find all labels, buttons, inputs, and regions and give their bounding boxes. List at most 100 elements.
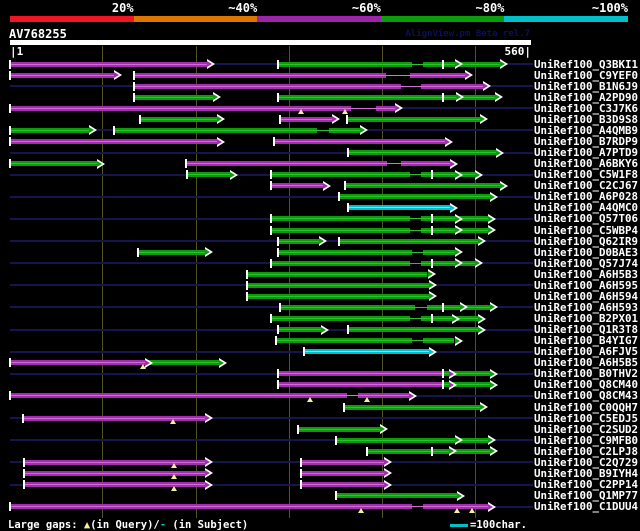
alignment-bar[interactable]	[273, 139, 446, 144]
segment-start-tick	[245, 291, 248, 301]
subject-label: UniRef100_C5EDJ5	[534, 411, 639, 425]
alignment-bar[interactable]	[24, 459, 205, 465]
alignment-bar[interactable]	[275, 338, 455, 344]
alignment-bar[interactable]	[10, 105, 395, 111]
alignment-bar[interactable]	[271, 183, 324, 189]
alignment-bar[interactable]	[278, 382, 449, 388]
alignment-bar[interactable]	[278, 238, 320, 244]
segment-arrowhead	[204, 470, 210, 477]
query-gap-marker	[307, 396, 314, 402]
alignment-bar[interactable]	[432, 448, 490, 454]
alignment-bar[interactable]	[278, 371, 449, 377]
row-backbone	[10, 240, 533, 242]
alignment-bar[interactable]	[339, 238, 478, 244]
alignment-bar[interactable]	[336, 437, 455, 443]
alignment-bar[interactable]	[246, 282, 430, 288]
segment-start-tick	[9, 358, 11, 368]
segment-start-tick	[302, 347, 305, 357]
axis-end-label: 560|	[504, 45, 532, 58]
alignment-bar[interactable]	[10, 127, 90, 133]
alignment-bar[interactable]	[271, 216, 455, 222]
alignment-bar[interactable]	[300, 470, 384, 476]
alignment-bar[interactable]	[343, 404, 480, 410]
alignment-bar[interactable]	[443, 94, 495, 100]
alignment-bar[interactable]	[186, 161, 450, 167]
alignment-bar[interactable]	[10, 161, 97, 167]
alignment-bar[interactable]	[271, 316, 452, 321]
alignment-bar[interactable]	[187, 172, 230, 178]
alignment-bar[interactable]	[24, 470, 205, 476]
alignment-bar[interactable]	[23, 415, 205, 421]
alignment-bar[interactable]	[280, 116, 332, 122]
alignment-bar[interactable]	[300, 482, 384, 487]
subject-label: UniRef100_A6H594	[534, 289, 639, 303]
alignment-bar[interactable]	[134, 72, 465, 78]
segment-arrowhead	[89, 127, 95, 134]
alignment-bar[interactable]	[336, 493, 458, 498]
alignment-bar[interactable]	[303, 349, 430, 355]
alignment-bar[interactable]	[10, 61, 207, 67]
segment-start-tick	[245, 280, 248, 290]
alignment-bar[interactable]	[139, 116, 217, 122]
alignment-bar[interactable]	[280, 304, 461, 310]
subject-label: UniRef100_A6FJV5	[534, 345, 639, 359]
alignment-bar[interactable]	[348, 205, 450, 211]
alignment-bar[interactable]	[134, 83, 483, 89]
alignment-bar[interactable]	[10, 72, 115, 78]
segment-arrowhead	[114, 72, 120, 79]
alignment-bar[interactable]	[278, 249, 455, 255]
alignment-bar[interactable]	[348, 327, 478, 333]
alignment-bar[interactable]	[278, 94, 456, 100]
alignment-bar[interactable]	[10, 360, 146, 366]
alignment-bar[interactable]	[443, 382, 490, 388]
alignment-bar[interactable]	[134, 94, 214, 100]
alignment-bar[interactable]	[348, 150, 496, 155]
alignment-bar[interactable]	[147, 360, 219, 366]
alignment-bar[interactable]	[10, 393, 409, 399]
query-gap-marker	[170, 419, 177, 425]
alignment-bar[interactable]	[367, 448, 449, 454]
alignment-bar[interactable]	[271, 172, 455, 178]
subject-label: UniRef100_B1N6J9	[534, 79, 639, 93]
alignment-bar[interactable]	[339, 194, 490, 200]
alignment-bar[interactable]	[278, 61, 455, 67]
alignment-bar[interactable]	[346, 116, 480, 122]
segment-arrowhead	[495, 149, 501, 156]
subject-label: UniRef100_B0THV2	[534, 367, 639, 381]
segment-arrowhead	[464, 72, 470, 79]
subject-label: UniRef100_A2PD90	[534, 90, 639, 104]
subject-label: UniRef100_A4QMB9	[534, 123, 639, 137]
alignment-bar[interactable]	[300, 459, 384, 465]
segment-start-tick	[133, 81, 135, 91]
alignment-bar[interactable]	[114, 127, 361, 133]
alignment-bar[interactable]	[246, 293, 430, 299]
alignment-bar[interactable]	[10, 139, 217, 144]
gridline	[288, 46, 290, 518]
alignment-bar[interactable]	[278, 327, 322, 333]
alignment-bar[interactable]	[271, 227, 455, 233]
alignment-bar[interactable]	[443, 437, 489, 443]
alignment-bar[interactable]	[271, 260, 455, 266]
segment-arrowhead	[488, 437, 494, 444]
alignment-bar[interactable]	[298, 426, 380, 432]
alignment-bar[interactable]	[432, 260, 476, 266]
alignment-bar[interactable]	[24, 482, 205, 487]
subject-label: UniRef100_A6H5B5	[534, 356, 639, 370]
alignment-bar[interactable]	[344, 183, 501, 189]
segment-arrowhead	[454, 171, 460, 178]
subject-label: UniRef100_B7RDP9	[534, 135, 639, 148]
alignment-bar[interactable]	[10, 504, 489, 510]
subject-label: UniRef100_C9YEF0	[534, 68, 639, 82]
legend-scale-bar	[450, 524, 468, 527]
alignment-bar[interactable]	[137, 249, 205, 255]
segment-arrowhead	[454, 61, 460, 67]
segment-arrowhead	[479, 404, 485, 410]
segment-arrowhead	[204, 415, 210, 422]
segment-arrowhead	[216, 116, 222, 123]
alignment-bar[interactable]	[443, 61, 501, 67]
segment-arrowhead	[204, 459, 210, 466]
alignment-bar[interactable]	[432, 172, 476, 178]
segment-start-tick	[185, 159, 188, 169]
alignment-bar[interactable]	[443, 371, 490, 377]
alignment-bar[interactable]	[246, 271, 428, 277]
